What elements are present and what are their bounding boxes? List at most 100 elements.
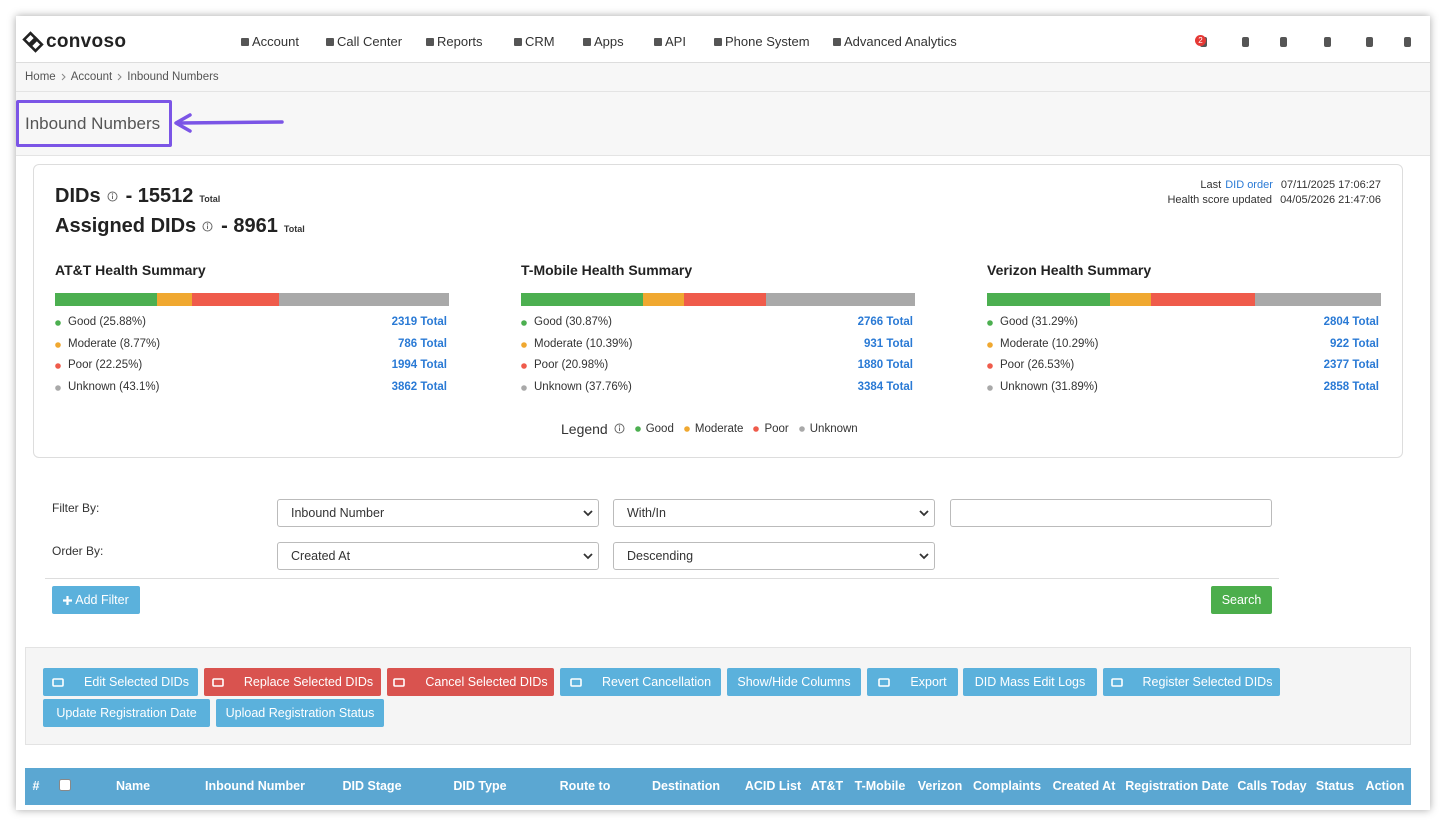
column-header[interactable]: Name [115,779,151,793]
filter-input[interactable] [950,499,1272,527]
action-button[interactable]: Register Selected DIDs [1103,668,1280,696]
select[interactable]: Inbound Number [277,499,599,527]
menu-item[interactable]: Apps [594,34,624,49]
status-total[interactable]: 2377 Total [1323,359,1379,371]
status-dot [987,363,993,369]
button-label: DID Mass Edit Logs [974,675,1086,689]
status-total[interactable]: 3384 Total [857,381,913,393]
carrier-title: AT&T Health Summary [55,262,206,278]
status-dot [987,385,993,391]
button-label: Upload Registration Status [225,706,375,720]
total-suffix: Total [199,194,221,204]
health-bar-segment [1150,293,1256,306]
status-total[interactable]: 922 Total [1330,338,1379,350]
column-header[interactable]: ACID List [744,779,802,793]
legend-dot [634,425,641,432]
status-total[interactable]: 2804 Total [1323,316,1379,328]
breadcrumb-item[interactable]: Home [25,71,56,83]
health-bar-segment [683,293,767,306]
annotation-arrow [174,113,284,133]
column-header[interactable]: DID Stage [342,779,402,793]
column-header[interactable]: Inbound Number [205,779,305,793]
status-label: Unknown (31.89%) [1000,381,1098,393]
status-total[interactable]: 1994 Total [391,359,447,371]
menu-item[interactable]: Call Center [337,34,403,49]
action-button[interactable]: Edit Selected DIDs [43,668,198,696]
column-header[interactable]: Complaints [972,779,1042,793]
column-header[interactable]: Status [1315,779,1355,793]
status-dot [987,320,993,326]
legend-item: Poor [764,422,789,435]
menu-item[interactable]: API [665,34,686,49]
select[interactable]: Descending [613,542,935,570]
status-dot [55,363,61,369]
brand: convoso [46,31,127,52]
notification-badge: 2 [1195,35,1206,46]
status-dot [55,385,61,391]
status-dot [521,363,527,369]
total-value: - 8961 [221,215,278,237]
action-button[interactable]: Revert Cancellation [560,668,721,696]
search-button[interactable]: Search [1211,586,1272,614]
action-button[interactable]: DID Mass Edit Logs [963,668,1097,696]
health-bar-segment [521,293,643,306]
status-total[interactable]: 2858 Total [1323,381,1379,393]
select[interactable]: With/In [613,499,935,527]
select-value: Created At [291,549,351,563]
column-header[interactable]: Created At [1052,779,1116,793]
column-header[interactable]: Calls Today [1237,779,1307,793]
status-total[interactable]: 2766 Total [857,316,913,328]
health-label: Health score updated [1167,194,1273,206]
last-order: Last DID order 07/11/2025 17:06:27 [1000,179,1381,193]
column-header[interactable]: # [32,779,40,793]
action-button[interactable]: Cancel Selected DIDs [387,668,554,696]
status-total[interactable]: 931 Total [864,338,913,350]
status-total[interactable]: 786 Total [398,338,447,350]
action-button[interactable]: Replace Selected DIDs [204,668,381,696]
column-header[interactable]: Destination [651,779,721,793]
breadcrumb-item: Inbound Numbers [127,71,219,83]
action-button[interactable]: Update Registration Date [43,699,210,727]
menu-item[interactable]: Phone System [725,34,810,49]
select-chevron [583,510,593,517]
status-total[interactable]: 2319 Total [391,316,447,328]
last-order-prefix: Last [1200,179,1222,191]
table-header [25,768,1411,805]
last-order-link[interactable]: DID order [1225,179,1273,191]
action-button[interactable]: Show/Hide Columns [727,668,861,696]
add-filter-button[interactable]: Add Filter [52,586,140,614]
button-label: Register Selected DIDs [1142,675,1273,689]
carrier-title: Verizon Health Summary [987,262,1152,278]
page-title: Inbound Numbers [25,114,161,133]
button-label: Add Filter [75,593,129,607]
button-icon [1110,677,1123,687]
total-suffix: Total [283,224,305,234]
legend-item: Moderate [694,422,744,435]
health-bar-segment [1255,293,1381,306]
breadcrumb-item[interactable]: Account [70,71,113,83]
action-button[interactable]: Export [867,668,958,696]
column-header[interactable]: Verizon [917,779,963,793]
button-icon [570,677,582,687]
select-value: Descending [627,549,694,563]
select[interactable]: Created At [277,542,599,570]
menu-item[interactable]: Account [252,34,299,49]
menu-icon [241,38,249,46]
menu-icon [326,38,334,46]
column-header[interactable]: DID Type [453,779,507,793]
menu-item[interactable]: Advanced Analytics [844,34,957,49]
status-total[interactable]: 3862 Total [391,381,447,393]
column-header[interactable]: Action [1365,779,1405,793]
action-button[interactable]: Upload Registration Status [216,699,384,727]
menu-item[interactable]: Reports [437,34,483,49]
status-label: Moderate (10.39%) [534,338,633,350]
total-row: DIDs - 15512 Total [55,185,455,211]
column-header[interactable]: T-Mobile [854,779,906,793]
total-row: Assigned DIDs - 8961 Total [55,215,455,241]
menu-item[interactable]: CRM [525,34,555,49]
column-header[interactable]: AT&T [810,779,844,793]
column-header[interactable]: Route to [559,779,611,793]
status-label: Good (30.87%) [534,316,612,328]
status-total[interactable]: 1880 Total [857,359,913,371]
column-header[interactable]: Registration Date [1125,779,1229,793]
